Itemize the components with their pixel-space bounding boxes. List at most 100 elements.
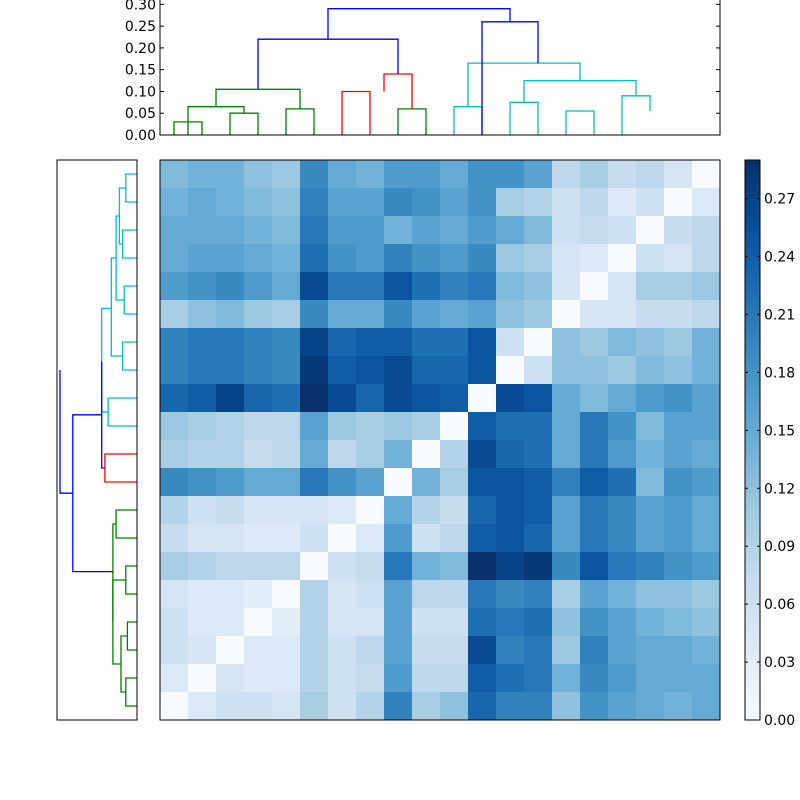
heatmap-cell — [440, 188, 469, 217]
heatmap-cell — [496, 160, 525, 189]
heatmap-cell — [636, 580, 665, 609]
heatmap-cell — [440, 580, 469, 609]
heatmap-cell — [244, 692, 273, 721]
heatmap-cell — [216, 244, 245, 273]
heatmap-cell — [496, 384, 525, 413]
heatmap-cell — [272, 384, 301, 413]
heatmap-cell — [412, 608, 441, 637]
dendrogram-link — [327, 8, 511, 40]
heatmap-cell — [580, 608, 609, 637]
heatmap-cell — [692, 636, 721, 665]
heatmap-cell — [468, 384, 497, 413]
heatmap-cell — [608, 216, 637, 245]
heatmap-cell — [272, 524, 301, 553]
heatmap-cell — [412, 524, 441, 553]
heatmap-cell — [160, 524, 189, 553]
heatmap-cell — [300, 272, 329, 301]
heatmap-cell — [552, 328, 581, 357]
heatmap-cell — [636, 300, 665, 329]
heatmap-cell — [188, 216, 217, 245]
heatmap-cell — [692, 412, 721, 441]
heatmap-cell — [468, 692, 497, 721]
heatmap-frame — [159, 159, 721, 721]
dendrogram-link — [125, 173, 137, 203]
dendrogram-link — [72, 414, 113, 573]
heatmap-cell — [188, 272, 217, 301]
heatmap-cell — [692, 608, 721, 637]
heatmap-cell — [412, 384, 441, 413]
heatmap-cell — [608, 552, 637, 581]
heatmap-cell — [524, 384, 553, 413]
heatmap-cell — [692, 356, 721, 385]
heatmap-cell — [468, 244, 497, 273]
heatmap-cell — [272, 412, 301, 441]
heatmap-cell — [692, 328, 721, 357]
heatmap-cell — [552, 300, 581, 329]
heatmap-cell — [608, 272, 637, 301]
heatmap-cell — [384, 440, 413, 469]
heatmap-cell — [300, 440, 329, 469]
heatmap-cell — [244, 356, 273, 385]
heatmap-cell — [356, 692, 385, 721]
dendrogram-link — [104, 453, 137, 483]
heatmap-cell — [580, 300, 609, 329]
heatmap-cell — [692, 496, 721, 525]
heatmap-cell — [384, 188, 413, 217]
heatmap-cell — [552, 580, 581, 609]
heatmap-cell — [468, 496, 497, 525]
heatmap-cell — [244, 496, 273, 525]
heatmap-cell — [524, 608, 553, 637]
heatmap-cell — [188, 496, 217, 525]
heatmap-cell — [300, 216, 329, 245]
heatmap-cell — [468, 664, 497, 693]
heatmap-cell — [664, 216, 693, 245]
heatmap-cell — [636, 636, 665, 665]
heatmap-cell — [384, 608, 413, 637]
heatmap-cell — [384, 300, 413, 329]
heatmap-cell — [608, 608, 637, 637]
heatmap-cell — [384, 552, 413, 581]
heatmap-cell — [636, 188, 665, 217]
heatmap-cell — [440, 440, 469, 469]
heatmap-cell — [440, 356, 469, 385]
colorbar-gradient — [745, 160, 760, 720]
heatmap-cell — [524, 468, 553, 497]
dendrogram-link — [101, 307, 112, 413]
heatmap-cell — [692, 300, 721, 329]
heatmap-cell — [692, 440, 721, 469]
y-tick-label: 0.10 — [125, 84, 156, 100]
heatmap-cell — [524, 412, 553, 441]
heatmap-cell — [216, 216, 245, 245]
heatmap-cell — [496, 552, 525, 581]
heatmap-cell — [664, 664, 693, 693]
heatmap-cell — [216, 524, 245, 553]
heatmap-cell — [468, 580, 497, 609]
heatmap-cell — [552, 636, 581, 665]
heatmap-cell — [384, 244, 413, 273]
heatmap-cell — [328, 328, 357, 357]
heatmap-cell — [160, 188, 189, 217]
heatmap-cell — [384, 412, 413, 441]
heatmap-cell — [636, 664, 665, 693]
heatmap-cell — [160, 636, 189, 665]
heatmap-cell — [216, 692, 245, 721]
heatmap-cell — [216, 468, 245, 497]
heatmap-cell — [440, 496, 469, 525]
heatmap-cell — [188, 524, 217, 553]
heatmap-cell — [356, 384, 385, 413]
heatmap-cell — [664, 160, 693, 189]
heatmap-cell — [468, 440, 497, 469]
heatmap-cell — [468, 636, 497, 665]
heatmap-cell — [272, 692, 301, 721]
dendrogram-link — [397, 108, 427, 135]
heatmap-cell — [328, 160, 357, 189]
heatmap-cell — [664, 384, 693, 413]
heatmap-cell — [552, 412, 581, 441]
heatmap-cell — [468, 524, 497, 553]
heatmap-cell — [440, 272, 469, 301]
heatmap-cell — [524, 440, 553, 469]
colorbar-tick-label: 0.21 — [764, 307, 795, 323]
heatmap-cell — [552, 384, 581, 413]
heatmap-cell — [608, 496, 637, 525]
heatmap-cell — [580, 384, 609, 413]
